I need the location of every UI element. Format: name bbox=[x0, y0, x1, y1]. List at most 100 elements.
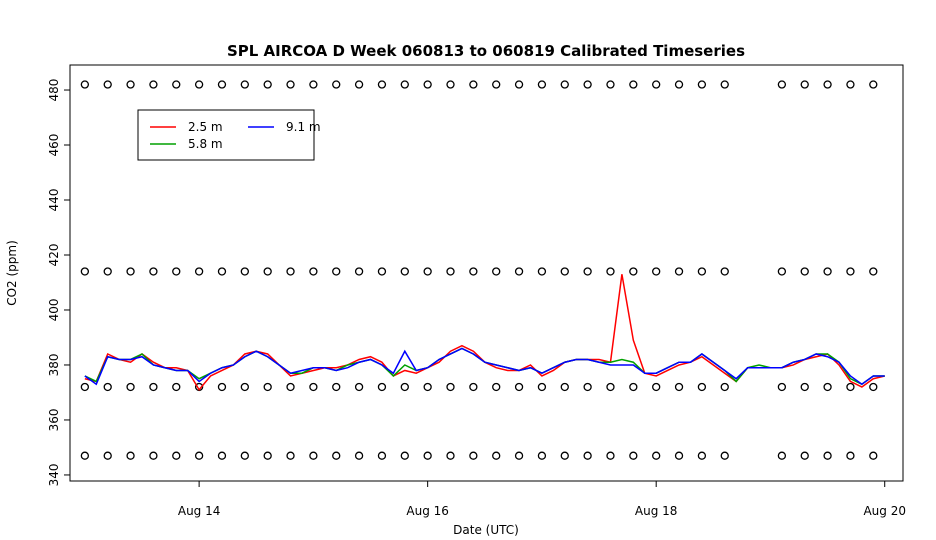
series-line bbox=[84, 274, 885, 392]
calibration-point bbox=[354, 80, 364, 89]
calibration-point bbox=[423, 80, 432, 89]
calibration-point bbox=[423, 382, 432, 392]
calibration-point bbox=[492, 382, 501, 392]
calibration-point bbox=[446, 382, 455, 392]
calibration-point bbox=[217, 267, 227, 276]
calibration-point bbox=[172, 80, 181, 89]
calibration-point bbox=[217, 80, 227, 89]
calibration-point bbox=[823, 451, 832, 460]
y-tick-label: 420 bbox=[47, 244, 61, 267]
calibration-point bbox=[354, 267, 364, 276]
calibration-point bbox=[332, 451, 341, 460]
calibration-point bbox=[446, 451, 455, 460]
calibration-point bbox=[606, 451, 615, 460]
calibration-point bbox=[240, 382, 249, 392]
calibration-point bbox=[354, 451, 364, 460]
calibration-point bbox=[103, 382, 112, 392]
calibration-point bbox=[777, 451, 787, 460]
calibration-point bbox=[400, 80, 409, 89]
series-line bbox=[84, 347, 885, 386]
calibration-point bbox=[332, 80, 341, 89]
calibration-point bbox=[777, 382, 787, 392]
calibration-point bbox=[720, 451, 729, 460]
calibration-point bbox=[674, 267, 684, 276]
calibration-point bbox=[720, 267, 729, 276]
calibration-point bbox=[240, 80, 249, 89]
calibration-point bbox=[629, 80, 638, 89]
calibration-point bbox=[800, 267, 809, 276]
calibration-point bbox=[777, 267, 787, 276]
calibration-point bbox=[583, 451, 592, 460]
calibration-point bbox=[194, 80, 204, 89]
calibration-point bbox=[377, 80, 387, 89]
legend-box bbox=[137, 109, 315, 161]
y-tick-label: 380 bbox=[47, 354, 61, 377]
calibration-point bbox=[172, 382, 181, 392]
calibration-point bbox=[80, 451, 90, 460]
series-line bbox=[84, 347, 885, 386]
calibration-point bbox=[537, 80, 547, 89]
calibration-point bbox=[652, 382, 661, 392]
calibration-point bbox=[423, 267, 432, 276]
calibration-point bbox=[629, 451, 638, 460]
calibration-point bbox=[217, 382, 227, 392]
calibration-point bbox=[823, 80, 832, 89]
calibration-point bbox=[377, 451, 387, 460]
legend-label: 2.5 m bbox=[188, 120, 223, 134]
calibration-point bbox=[309, 80, 318, 89]
calibration-point bbox=[172, 267, 181, 276]
calibration-point bbox=[400, 267, 409, 276]
calibration-point bbox=[629, 267, 638, 276]
calibration-point bbox=[263, 382, 272, 392]
calibration-point bbox=[469, 382, 478, 392]
calibration-point bbox=[377, 382, 387, 392]
y-tick-label: 440 bbox=[47, 189, 61, 212]
calibration-point bbox=[469, 451, 478, 460]
calibration-point bbox=[80, 267, 90, 276]
calibration-point bbox=[332, 382, 341, 392]
calibration-point bbox=[674, 382, 684, 392]
x-axis-label: Date (UTC) bbox=[453, 523, 519, 537]
calibration-point bbox=[354, 382, 364, 392]
calibration-point bbox=[400, 382, 409, 392]
y-tick-label: 400 bbox=[47, 299, 61, 322]
calibration-point bbox=[697, 267, 707, 276]
y-tick-label: 340 bbox=[47, 463, 61, 486]
x-tick-label: Aug 18 bbox=[635, 504, 678, 518]
calibration-point bbox=[674, 451, 684, 460]
calibration-point bbox=[126, 267, 135, 276]
calibration-point bbox=[514, 80, 524, 89]
calibration-point bbox=[583, 80, 592, 89]
calibration-point bbox=[263, 80, 272, 89]
calibration-point bbox=[869, 451, 878, 460]
calibration-point bbox=[126, 451, 135, 460]
calibration-point bbox=[103, 80, 112, 89]
calibration-point bbox=[149, 267, 158, 276]
calibration-point bbox=[629, 382, 638, 392]
x-tick-label: Aug 20 bbox=[863, 504, 906, 518]
legend-label: 5.8 m bbox=[188, 137, 223, 151]
plot-frame bbox=[69, 64, 904, 482]
calibration-point bbox=[560, 267, 569, 276]
calibration-point bbox=[560, 382, 569, 392]
calibration-point bbox=[697, 80, 707, 89]
calibration-point bbox=[514, 451, 524, 460]
calibration-point bbox=[560, 80, 569, 89]
calibration-point bbox=[583, 382, 592, 392]
calibration-point bbox=[286, 267, 295, 276]
calibration-point bbox=[172, 451, 181, 460]
y-tick-label: 360 bbox=[47, 409, 61, 432]
calibration-point bbox=[869, 80, 878, 89]
calibration-point bbox=[720, 382, 729, 392]
calibration-point bbox=[423, 451, 432, 460]
calibration-point bbox=[697, 451, 707, 460]
calibration-point bbox=[537, 451, 547, 460]
calibration-point bbox=[446, 80, 455, 89]
x-tick-label: Aug 14 bbox=[178, 504, 221, 518]
calibration-point bbox=[800, 451, 809, 460]
calibration-point bbox=[400, 451, 409, 460]
calibration-point bbox=[240, 451, 249, 460]
calibration-point bbox=[537, 267, 547, 276]
calibration-point bbox=[652, 267, 661, 276]
